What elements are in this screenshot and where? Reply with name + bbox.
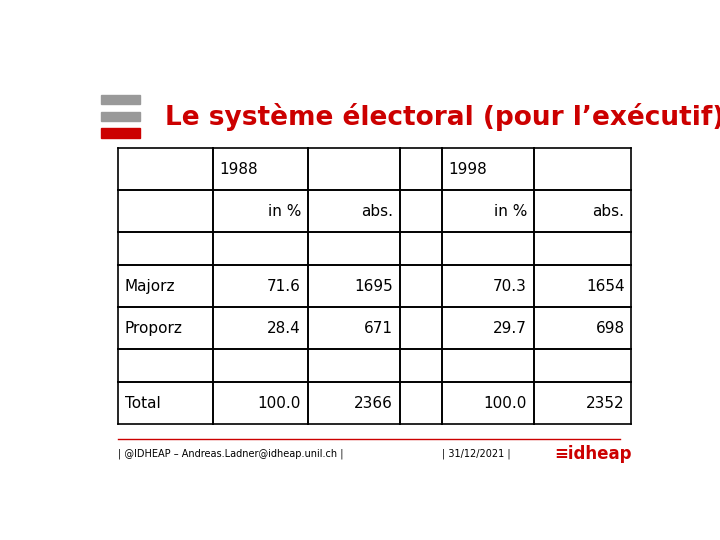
Text: 671: 671 — [364, 321, 393, 336]
Text: 70.3: 70.3 — [493, 279, 527, 294]
Text: 71.6: 71.6 — [267, 279, 301, 294]
Text: Proporz: Proporz — [125, 321, 182, 336]
Text: 100.0: 100.0 — [258, 396, 301, 411]
Text: 2352: 2352 — [586, 396, 624, 411]
Text: Majorz: Majorz — [125, 279, 175, 294]
FancyBboxPatch shape — [101, 112, 140, 121]
Text: 698: 698 — [595, 321, 624, 336]
FancyBboxPatch shape — [101, 95, 140, 104]
Text: ≡idheap: ≡idheap — [554, 444, 631, 463]
Text: abs.: abs. — [593, 204, 624, 219]
Text: 1654: 1654 — [586, 279, 624, 294]
Text: in %: in % — [268, 204, 301, 219]
Text: | 31/12/2021 |: | 31/12/2021 | — [441, 448, 510, 459]
FancyBboxPatch shape — [101, 129, 140, 138]
Text: Le système électoral (pour l’exécutif): Le système électoral (pour l’exécutif) — [166, 103, 720, 131]
Text: 2366: 2366 — [354, 396, 393, 411]
Text: 1695: 1695 — [354, 279, 393, 294]
Text: 28.4: 28.4 — [267, 321, 301, 336]
Text: in %: in % — [493, 204, 527, 219]
Text: 100.0: 100.0 — [484, 396, 527, 411]
Text: 1988: 1988 — [220, 161, 258, 177]
Text: 29.7: 29.7 — [493, 321, 527, 336]
Text: Total: Total — [125, 396, 161, 411]
Text: | @IDHEAP – Andreas.Ladner@idheap.unil.ch |: | @IDHEAP – Andreas.Ladner@idheap.unil.c… — [118, 448, 343, 459]
Text: 1998: 1998 — [449, 161, 487, 177]
Text: abs.: abs. — [361, 204, 393, 219]
